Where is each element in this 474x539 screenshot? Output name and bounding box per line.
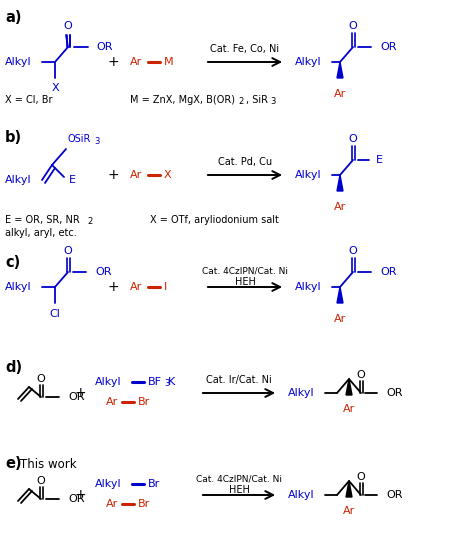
Text: E: E: [376, 155, 383, 165]
Text: Ar: Ar: [130, 57, 142, 67]
Polygon shape: [337, 62, 343, 78]
Text: O: O: [348, 246, 357, 256]
Text: 3: 3: [270, 98, 275, 107]
Text: Cl: Cl: [50, 309, 61, 319]
Text: Ar: Ar: [343, 404, 355, 414]
Text: I: I: [164, 282, 167, 292]
Text: M: M: [164, 57, 173, 67]
Text: e): e): [5, 456, 22, 471]
Text: Br: Br: [138, 397, 150, 407]
Text: Alkyl: Alkyl: [95, 377, 122, 387]
Text: X: X: [51, 83, 59, 93]
Text: Alkyl: Alkyl: [5, 175, 32, 185]
Text: X = OTf, aryliodonium salt: X = OTf, aryliodonium salt: [150, 215, 279, 225]
Text: alkyl, aryl, etc.: alkyl, aryl, etc.: [5, 228, 77, 238]
Text: Alkyl: Alkyl: [5, 282, 32, 292]
Text: O: O: [356, 370, 365, 380]
Text: Alkyl: Alkyl: [95, 479, 122, 489]
Text: Alkyl: Alkyl: [288, 490, 315, 500]
Text: O: O: [36, 476, 46, 486]
Text: BF: BF: [148, 377, 162, 387]
Text: Ar: Ar: [106, 499, 118, 509]
Text: O: O: [348, 134, 357, 144]
Text: O: O: [348, 21, 357, 31]
Text: Ar: Ar: [334, 202, 346, 212]
Text: HEH: HEH: [235, 277, 255, 287]
Text: O: O: [356, 472, 365, 482]
Text: OR: OR: [68, 494, 84, 504]
Text: HEH: HEH: [228, 485, 249, 495]
Polygon shape: [337, 287, 343, 303]
Text: Cat. Pd, Cu: Cat. Pd, Cu: [218, 157, 272, 167]
Text: OR: OR: [68, 392, 84, 402]
Text: +: +: [74, 488, 86, 502]
Text: Ar: Ar: [343, 506, 355, 516]
Text: E = OR, SR, NR: E = OR, SR, NR: [5, 215, 80, 225]
Text: Cat. 4CzIPN/Cat. Ni: Cat. 4CzIPN/Cat. Ni: [196, 474, 282, 483]
Text: Ar: Ar: [334, 89, 346, 99]
Text: Ar: Ar: [334, 314, 346, 324]
Text: OR: OR: [380, 267, 396, 277]
Text: Alkyl: Alkyl: [295, 57, 322, 67]
Text: OR: OR: [380, 42, 396, 52]
Text: +: +: [107, 168, 119, 182]
Text: Br: Br: [148, 479, 160, 489]
Text: OR: OR: [386, 388, 402, 398]
Text: OR: OR: [96, 42, 112, 52]
Text: +: +: [107, 280, 119, 294]
Text: Ar: Ar: [130, 170, 142, 180]
Text: Alkyl: Alkyl: [295, 170, 322, 180]
Text: This work: This work: [20, 458, 77, 471]
Text: +: +: [107, 55, 119, 69]
Text: O: O: [64, 246, 73, 256]
Text: X = Cl, Br: X = Cl, Br: [5, 95, 53, 105]
Text: Ar: Ar: [106, 397, 118, 407]
Text: E: E: [69, 175, 76, 185]
Polygon shape: [346, 481, 352, 497]
Polygon shape: [346, 379, 352, 395]
Text: Cat. Ir/Cat. Ni: Cat. Ir/Cat. Ni: [206, 375, 272, 385]
Text: K: K: [168, 377, 175, 387]
Text: OR: OR: [95, 267, 111, 277]
Text: M = ZnX, MgX, B(OR): M = ZnX, MgX, B(OR): [130, 95, 235, 105]
Text: OR: OR: [386, 490, 402, 500]
Text: X: X: [164, 170, 172, 180]
Text: 2: 2: [87, 218, 92, 226]
Text: 2: 2: [238, 98, 243, 107]
Text: Cat. Fe, Co, Ni: Cat. Fe, Co, Ni: [210, 44, 280, 54]
Text: , SiR: , SiR: [246, 95, 268, 105]
Text: Ar: Ar: [130, 282, 142, 292]
Text: Cat. 4CzIPN/Cat. Ni: Cat. 4CzIPN/Cat. Ni: [202, 266, 288, 275]
Text: O: O: [36, 374, 46, 384]
Text: 3: 3: [164, 379, 169, 389]
Text: Alkyl: Alkyl: [288, 388, 315, 398]
Text: OSiR: OSiR: [68, 134, 91, 144]
Text: a): a): [5, 10, 21, 25]
Text: Alkyl: Alkyl: [5, 57, 32, 67]
Text: d): d): [5, 360, 22, 375]
Text: Alkyl: Alkyl: [295, 282, 322, 292]
Text: +: +: [74, 386, 86, 400]
Text: O: O: [64, 21, 73, 31]
Polygon shape: [337, 175, 343, 191]
Text: 3: 3: [94, 136, 100, 146]
Text: Br: Br: [138, 499, 150, 509]
Text: b): b): [5, 130, 22, 145]
Text: c): c): [5, 255, 20, 270]
